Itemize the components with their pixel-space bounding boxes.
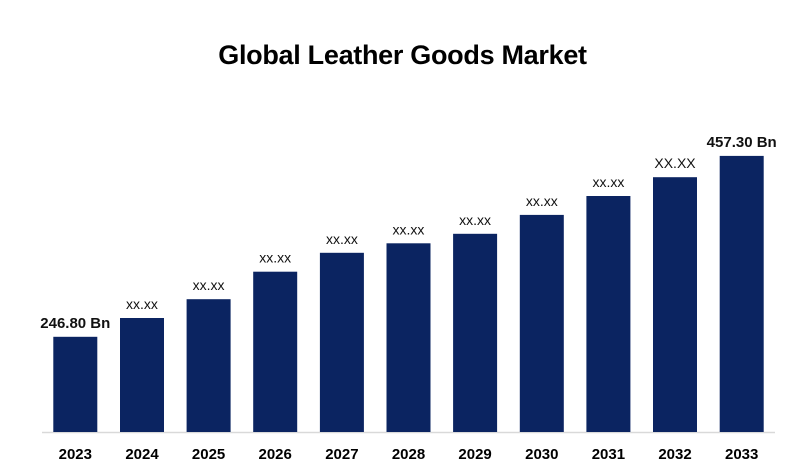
x-tick-label-2033: 2033 <box>725 446 758 463</box>
x-tick-label-2030: 2030 <box>525 446 558 463</box>
data-label-2030: xx.xx <box>526 193 558 209</box>
x-tick-label-2025: 2025 <box>192 446 225 463</box>
data-label-2023: 246.80 Bn <box>40 315 110 332</box>
data-label-2032: XX.XX <box>654 155 696 171</box>
x-tick-label-2023: 2023 <box>59 446 92 463</box>
data-label-2033: 457.30 Bn <box>707 134 777 151</box>
bar-2024 <box>120 318 164 432</box>
x-tick-label-2026: 2026 <box>259 446 292 463</box>
data-label-2029: xx.xx <box>459 212 491 228</box>
x-tick-label-2032: 2032 <box>658 446 691 463</box>
chart-title: Global Leather Goods Market <box>218 40 587 70</box>
bar-2031 <box>586 196 631 432</box>
bar-2032 <box>653 177 697 432</box>
bar-2029 <box>453 233 498 432</box>
bar-2030 <box>519 214 564 432</box>
x-tick-label-2028: 2028 <box>392 446 425 463</box>
bar-2033 <box>719 155 764 432</box>
data-label-2025: xx.xx <box>193 277 225 293</box>
x-tick-label-2029: 2029 <box>458 446 491 463</box>
data-label-2026: xx.xx <box>259 250 291 266</box>
bar-2028 <box>386 243 431 432</box>
bar-2027 <box>319 252 364 432</box>
x-tick-label-2031: 2031 <box>592 446 625 463</box>
x-tick-label-2024: 2024 <box>125 446 159 463</box>
x-tick-label-2027: 2027 <box>325 446 358 463</box>
bar-2026 <box>253 271 298 432</box>
bar-2025 <box>186 299 231 432</box>
data-label-2031: xx.xx <box>592 174 624 190</box>
data-label-2027: xx.xx <box>326 231 358 247</box>
data-label-2024: xx.xx <box>126 296 158 312</box>
data-label-2028: xx.xx <box>393 221 425 237</box>
bar-2023 <box>53 336 98 432</box>
